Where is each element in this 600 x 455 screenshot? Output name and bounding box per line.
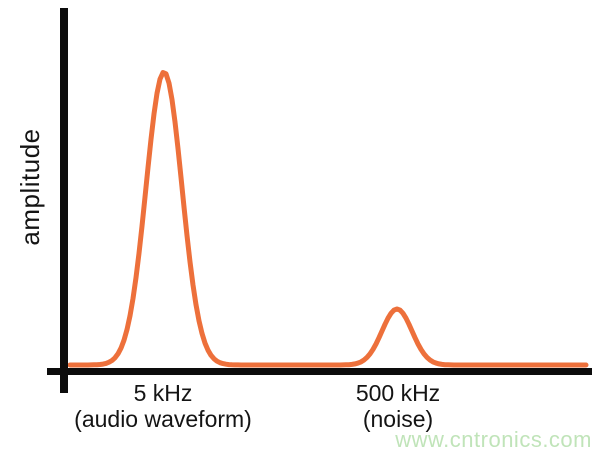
peak1-frequency-label: 5 kHz	[133, 380, 193, 406]
spectrum-curve	[67, 70, 589, 368]
peak1-description-label: (audio waveform)	[74, 406, 252, 432]
y-axis-label: amplitude	[15, 128, 45, 246]
watermark: www.cntronics.com	[395, 427, 592, 452]
peak2-frequency-label: 500 kHz	[355, 380, 441, 406]
x-tick-label-5khz: 5 kHz (audio waveform)	[43, 380, 283, 432]
x-axis-line	[47, 368, 592, 375]
y-axis-line	[60, 8, 68, 393]
x-tick-label-500khz: 500 kHz (noise)	[278, 380, 518, 432]
peak2-description-label: (noise)	[362, 406, 434, 432]
